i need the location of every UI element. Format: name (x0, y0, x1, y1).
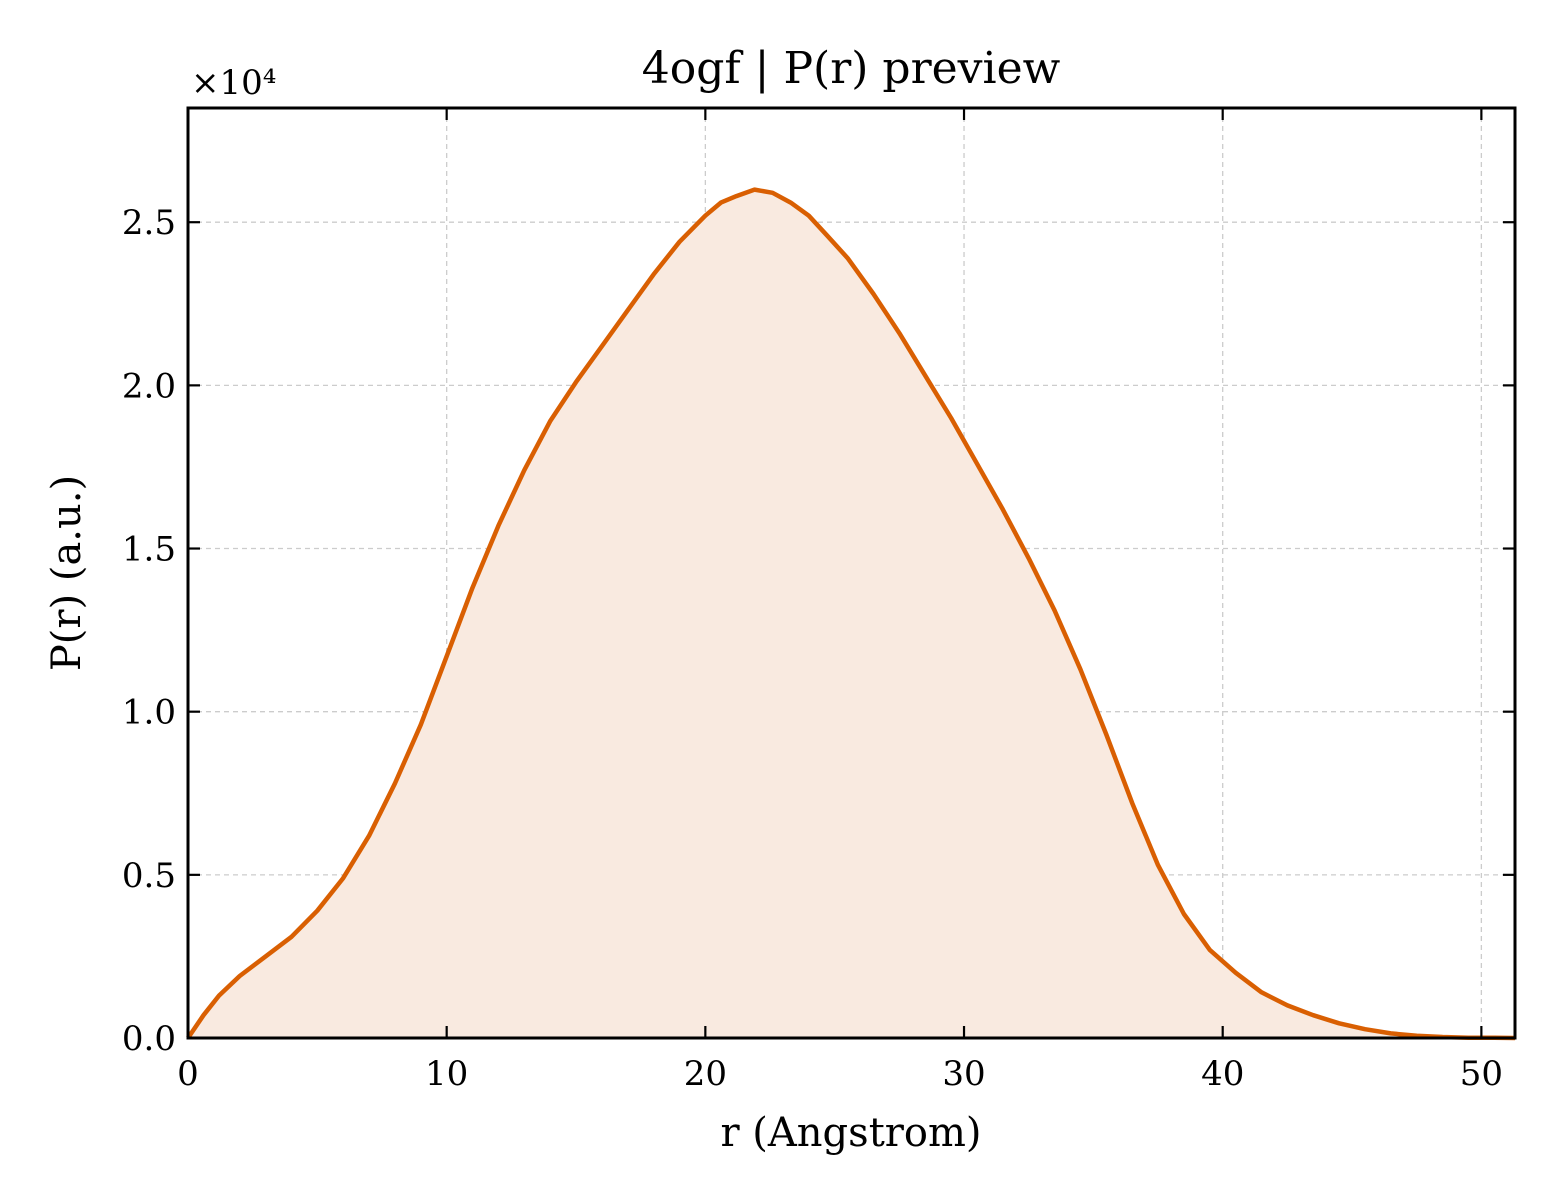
x-tick-label: 20 (684, 1054, 727, 1094)
x-tick-label: 30 (942, 1054, 985, 1094)
area-fill (188, 189, 1515, 1039)
y-axis-label: P(r) (a.u.) (44, 475, 90, 671)
x-axis-label: r (Angstrom) (720, 1110, 981, 1156)
x-tick-label: 50 (1460, 1054, 1503, 1094)
plot-frame (186, 106, 1517, 1040)
y-axis-scale-label: ×10⁴ (191, 63, 276, 103)
chart-title: 4ogf | P(r) preview (642, 43, 1061, 94)
y-tick-label: 0.0 (122, 1019, 176, 1059)
y-tick-label: 1.0 (122, 693, 176, 733)
x-tick-label: 40 (1201, 1054, 1244, 1094)
x-tick-label: 10 (425, 1054, 468, 1094)
x-tick-label: 0 (177, 1054, 199, 1094)
series-line (186, 187, 1516, 1041)
y-tick-label: 2.0 (122, 366, 176, 406)
y-tick-label: 0.5 (122, 856, 176, 896)
y-tick-label: 2.5 (122, 203, 176, 243)
ticks: 0 10 20 30 40 50 0.0 0.5 1.0 1.5 2.0 2.5 (122, 108, 1515, 1094)
y-tick-label: 1.5 (122, 530, 176, 570)
